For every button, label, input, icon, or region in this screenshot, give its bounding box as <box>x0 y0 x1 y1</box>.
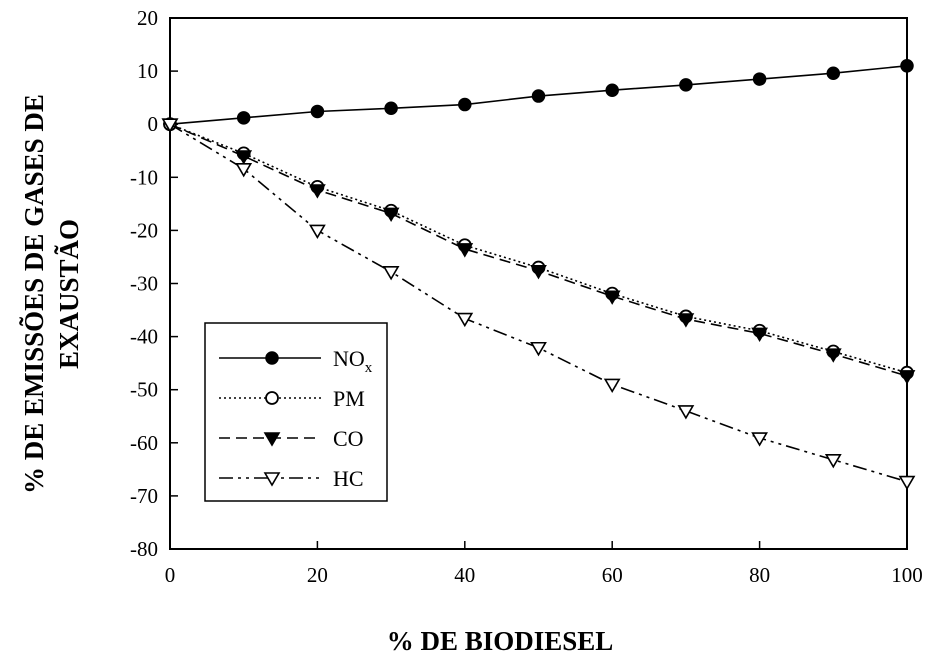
data-point-co <box>530 264 547 280</box>
data-point-no <box>752 72 767 86</box>
data-point-no <box>236 111 251 125</box>
data-point-co <box>898 370 916 385</box>
data-point-hc <box>677 405 695 420</box>
data-point-co <box>751 327 768 343</box>
data-point-hc <box>824 453 842 469</box>
data-point-no <box>310 104 325 119</box>
data-point-hc <box>309 224 326 239</box>
x-tick-label: 100 <box>891 563 923 587</box>
data-point-hc <box>530 341 547 357</box>
legend-label-co: CO <box>333 426 364 451</box>
data-point-no <box>531 89 546 103</box>
data-point-no <box>826 66 841 80</box>
data-point-co <box>309 184 326 199</box>
legend-entry-pm: PM <box>219 386 365 411</box>
series-co <box>161 118 916 385</box>
legend-box <box>204 322 388 502</box>
y-tick-label: -50 <box>130 378 158 402</box>
x-tick-label: 20 <box>307 563 328 587</box>
y-tick-label: -20 <box>130 218 158 242</box>
x-tick-label: 0 <box>165 563 176 587</box>
data-point-hc <box>382 266 400 281</box>
y-tick-label: -80 <box>130 537 158 561</box>
data-point-no <box>384 101 398 116</box>
data-point-co <box>456 243 474 258</box>
legend-marker-hc <box>263 472 281 487</box>
data-point-hc <box>898 475 916 491</box>
legend-entry-co: CO <box>219 426 364 451</box>
y-tick-label: 10 <box>137 59 158 83</box>
data-point-co <box>824 348 842 363</box>
y-axis-title-line-1: % DE EMISSÕES DE GASES DE <box>19 94 49 494</box>
data-point-co <box>235 150 253 165</box>
data-point-co <box>382 207 400 222</box>
legend-label-pm: PM <box>333 386 365 411</box>
legend-entry-hc: HC <box>219 466 364 491</box>
x-tick-label: 40 <box>454 563 475 587</box>
y-tick-label: -30 <box>130 272 158 296</box>
y-tick-label: -40 <box>130 325 158 349</box>
legend-marker-no <box>265 351 279 365</box>
series-hc <box>161 118 916 491</box>
y-tick-label: -10 <box>130 165 158 189</box>
legend-marker-pm <box>265 391 279 405</box>
data-point-no <box>605 83 619 97</box>
y-tick-label: -70 <box>130 484 158 508</box>
y-tick-label: 0 <box>148 112 159 136</box>
data-point-hc <box>751 432 768 447</box>
data-point-hc <box>235 163 253 178</box>
x-tick-label: 60 <box>602 563 623 587</box>
series-no <box>163 59 914 131</box>
x-axis-title: % DE BIODIESEL <box>387 626 614 656</box>
x-tick-label: 80 <box>749 563 770 587</box>
data-point-co <box>603 290 621 305</box>
legend-label-subscript: x <box>365 360 373 376</box>
y-axis-title-line-2: EXAUSTÃO <box>54 219 84 369</box>
data-point-hc <box>456 312 474 328</box>
data-point-co <box>677 313 695 328</box>
data-point-hc <box>161 118 179 133</box>
data-point-no <box>900 59 914 73</box>
series-group <box>161 59 916 491</box>
legend-label-hc: HC <box>333 466 364 491</box>
y-tick-label: 20 <box>137 6 158 30</box>
data-point-no <box>458 97 472 112</box>
data-point-hc <box>603 378 621 393</box>
y-tick-label: -60 <box>130 431 158 455</box>
legend-marker-co <box>263 432 281 447</box>
data-point-no <box>679 78 693 92</box>
